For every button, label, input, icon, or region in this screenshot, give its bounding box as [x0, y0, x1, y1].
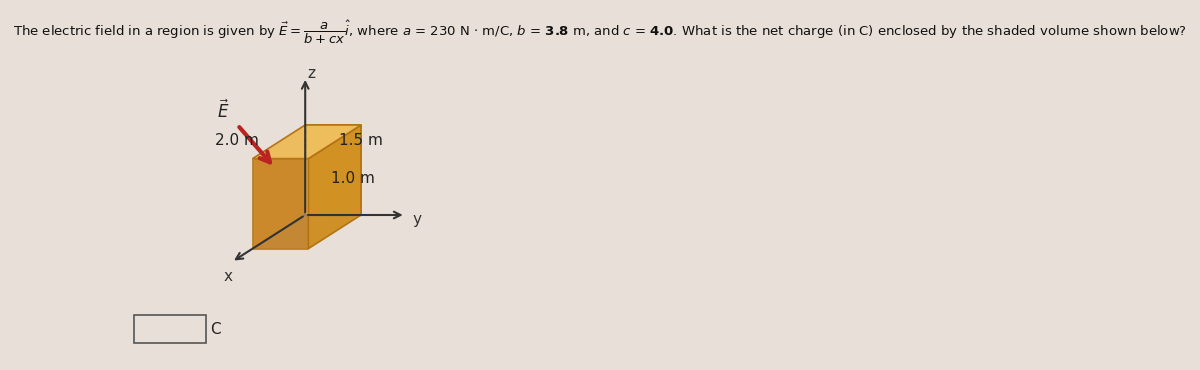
Text: 1.0 m: 1.0 m: [331, 171, 374, 186]
Polygon shape: [308, 125, 361, 249]
Text: 1.5 m: 1.5 m: [338, 132, 383, 148]
Polygon shape: [305, 125, 361, 215]
Polygon shape: [253, 125, 305, 249]
Text: The electric field in a region is given by $\vec{E} = \dfrac{a}{b + cx}\hat{i}$,: The electric field in a region is given …: [13, 18, 1187, 46]
Text: z: z: [307, 65, 316, 81]
Text: 2.0 m: 2.0 m: [215, 133, 259, 148]
Text: $\vec{E}$: $\vec{E}$: [217, 100, 229, 122]
Text: y: y: [413, 212, 421, 226]
Text: C: C: [210, 322, 221, 336]
Text: x: x: [224, 269, 233, 283]
Polygon shape: [253, 125, 361, 159]
Polygon shape: [253, 215, 361, 249]
Polygon shape: [253, 159, 308, 249]
Bar: [134, 315, 205, 343]
